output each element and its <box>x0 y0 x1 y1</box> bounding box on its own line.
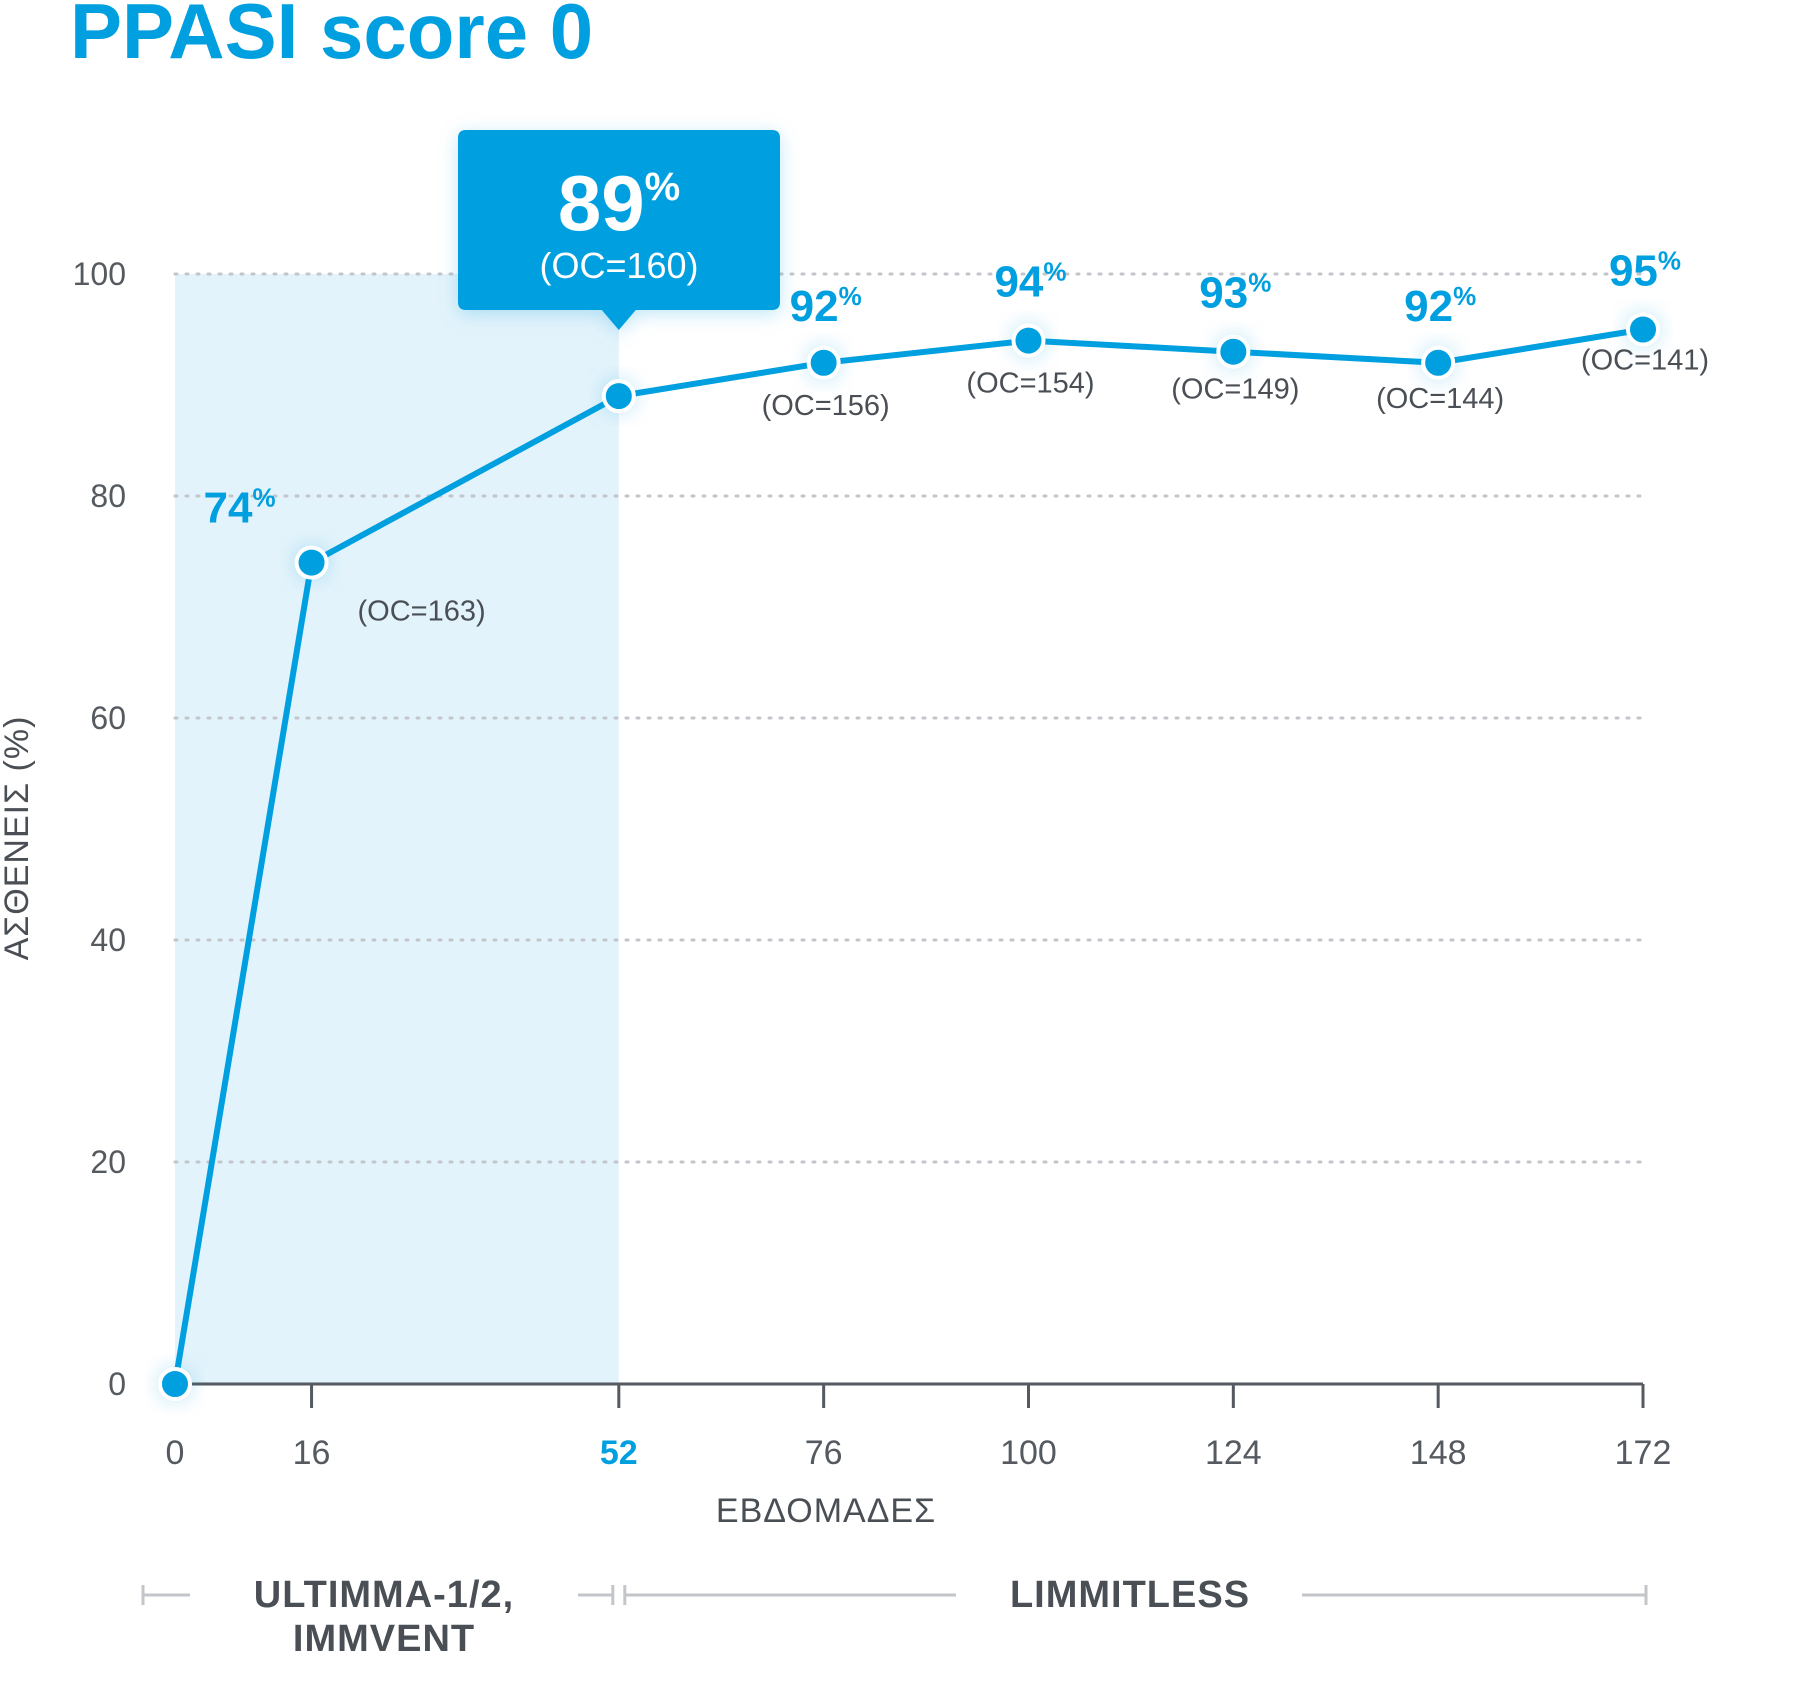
value-unit: % <box>1453 281 1476 311</box>
value-label-week-76: 92% <box>790 281 862 331</box>
data-point-week-0 <box>158 1367 192 1401</box>
shaded-region <box>175 274 619 1384</box>
study-label-ultimma: ULTIMMA-1/2, <box>254 1574 514 1616</box>
data-point-week-172 <box>1626 312 1660 347</box>
x-tick-172: 172 <box>1615 1434 1672 1472</box>
series-line <box>172 326 1646 1387</box>
value-unit: % <box>839 281 862 311</box>
study-label-immvent: IMMVENT <box>293 1618 475 1660</box>
oc-label-week-76: (OC=156) <box>762 390 890 422</box>
callout-unit: % <box>645 165 681 209</box>
value-unit: % <box>252 483 275 513</box>
oc-label-week-16: (OC=163) <box>357 596 485 628</box>
y-tick-100: 100 <box>73 256 126 292</box>
y-tick-0: 0 <box>108 1366 126 1402</box>
oc-label-week-100: (OC=154) <box>966 368 1094 400</box>
value-label-week-100: 94% <box>994 257 1066 307</box>
y-tick-80: 80 <box>90 478 126 514</box>
oc-label-week-172: (OC=141) <box>1581 345 1709 377</box>
callout-oc: (OC=160) <box>539 245 698 286</box>
value-label-week-124: 93% <box>1199 268 1271 318</box>
x-tick-52: 52 <box>600 1434 638 1472</box>
y-tick-40: 40 <box>90 922 126 958</box>
x-axis-label: ΕΒΔΟΜΑΔΕΣ <box>716 1492 936 1530</box>
x-tick-148: 148 <box>1410 1434 1467 1472</box>
y-axis-label: ΑΣΘΕΝΕΙΣ (%) <box>0 716 36 961</box>
oc-label-week-124: (OC=149) <box>1171 374 1299 406</box>
oc-label-week-148: (OC=144) <box>1376 383 1504 415</box>
y-tick-20: 20 <box>90 1144 126 1180</box>
data-point-week-16 <box>294 545 329 580</box>
callout-week-52: 89% (OC=160) <box>458 130 780 330</box>
x-tick-100: 100 <box>1000 1434 1057 1472</box>
study-brackets: ULTIMMA-1/2,IMMVENT LIMMITLESS <box>141 1574 1648 1660</box>
x-tick-16: 16 <box>293 1434 331 1472</box>
data-point-week-148 <box>1421 345 1456 380</box>
value-label-week-172: 95% <box>1609 246 1681 296</box>
data-point-week-52 <box>601 379 636 414</box>
data-points <box>158 312 1660 1401</box>
value-unit: % <box>1043 257 1066 287</box>
x-axis-ticks: 0 16 52 76 100 124 148 172 <box>166 1384 1672 1472</box>
data-point-week-124 <box>1216 334 1251 369</box>
y-axis-ticks: 0 20 40 60 80 100 <box>73 256 126 1402</box>
callout-box <box>458 130 780 330</box>
value-label-week-148: 92% <box>1404 281 1476 331</box>
x-tick-124: 124 <box>1205 1434 1262 1472</box>
y-tick-60: 60 <box>90 700 126 736</box>
study-label-limmitless: LIMMITLESS <box>1010 1574 1250 1616</box>
value-unit: % <box>1658 246 1681 276</box>
data-point-week-100 <box>1011 323 1046 358</box>
chart-title: PPASI score 0 <box>70 0 593 75</box>
x-tick-0: 0 <box>166 1434 185 1472</box>
grid-lines <box>173 272 1645 1164</box>
data-point-week-76 <box>806 345 841 380</box>
x-tick-76: 76 <box>805 1434 843 1472</box>
value-unit: % <box>1248 268 1271 298</box>
